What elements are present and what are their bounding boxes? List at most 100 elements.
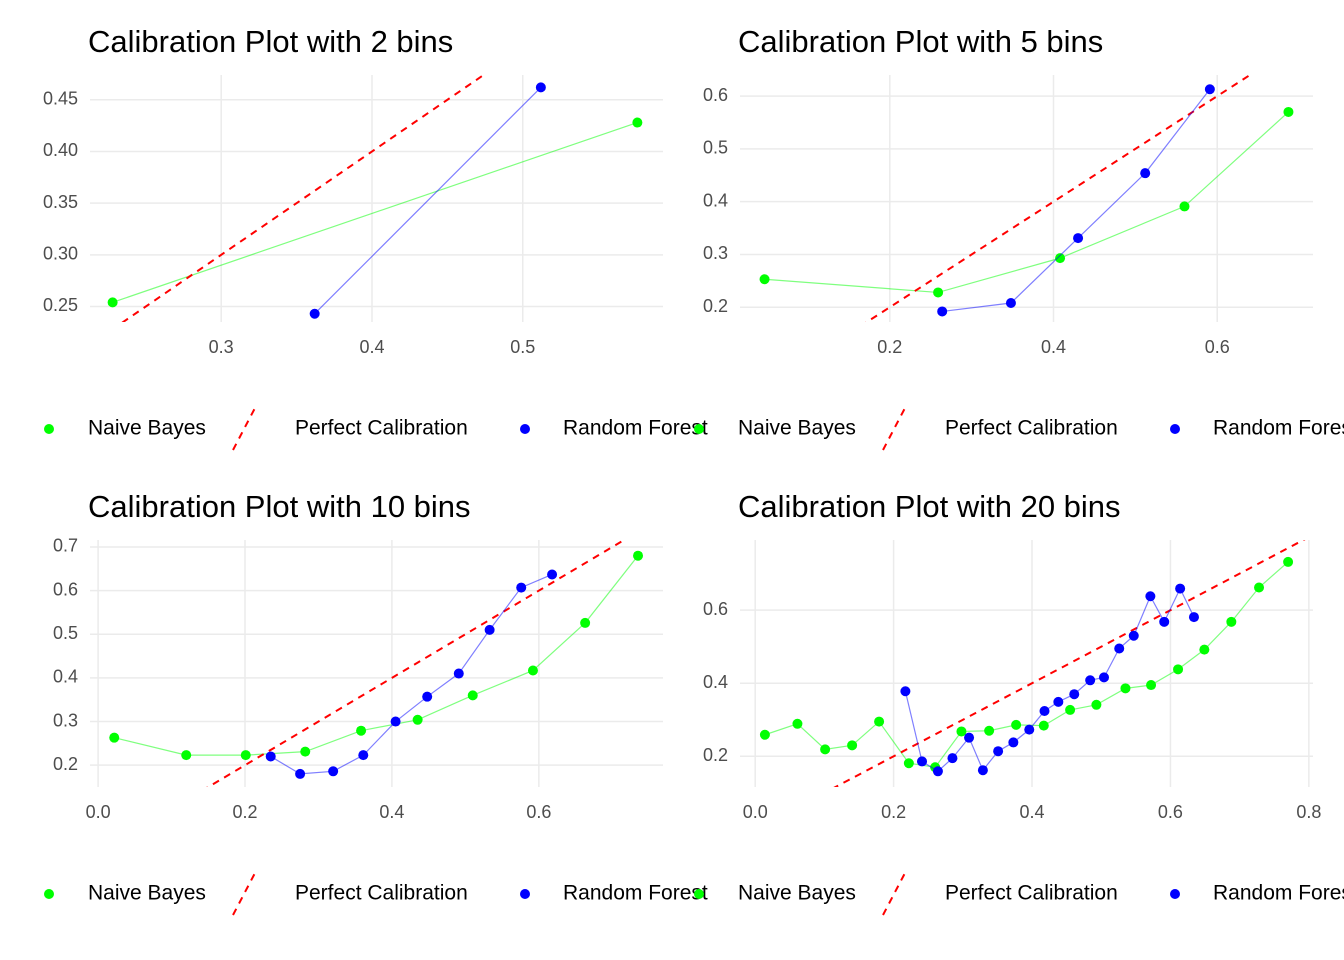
y-tick-label: 0.30 xyxy=(43,244,78,264)
data-point xyxy=(932,766,943,777)
y-tick-label: 0.4 xyxy=(53,667,78,687)
legend-label: Naive Bayes xyxy=(88,882,206,905)
plot-area xyxy=(107,75,643,322)
data-point xyxy=(484,624,495,635)
data-point xyxy=(1065,704,1076,715)
legend-key xyxy=(44,424,54,434)
data-point xyxy=(847,740,858,751)
data-point xyxy=(1114,643,1125,654)
chart-title: Calibration Plot with 2 bins xyxy=(88,24,453,59)
y-tick-label: 0.7 xyxy=(53,536,78,556)
data-point xyxy=(900,686,911,697)
legend-label: Perfect Calibration xyxy=(945,882,1118,905)
data-point xyxy=(874,716,885,727)
data-point xyxy=(1039,706,1050,716)
y-tick-label: 0.5 xyxy=(53,623,78,643)
data-point xyxy=(1283,556,1294,567)
x-tick-label: 0.6 xyxy=(1158,802,1183,822)
data-point xyxy=(792,718,803,729)
legend-key xyxy=(520,889,530,899)
panel: Calibration Plot with 20 bins 0.2 0.4 0.6 0.… xyxy=(694,489,1344,916)
y-tick-label: 0.5 xyxy=(703,138,728,158)
x-tick-label: 0.4 xyxy=(359,337,384,357)
plot-area xyxy=(759,75,1294,322)
data-point xyxy=(300,746,311,757)
data-point xyxy=(412,714,423,725)
data-point xyxy=(580,617,591,628)
y-tick-label: 0.2 xyxy=(703,296,728,316)
data-point xyxy=(547,569,558,580)
y-tick-label: 0.6 xyxy=(53,579,78,599)
data-point xyxy=(759,729,770,740)
x-tick-label: 0.3 xyxy=(209,337,234,357)
data-point xyxy=(1140,168,1151,179)
data-point xyxy=(947,753,958,764)
x-tick-label: 0.2 xyxy=(877,337,902,357)
chart-title: Calibration Plot with 10 bins xyxy=(88,489,471,524)
data-point xyxy=(1179,201,1190,212)
legend-key xyxy=(694,424,704,434)
plot-area xyxy=(759,540,1306,787)
data-point xyxy=(1128,630,1139,641)
y-tick-label: 0.3 xyxy=(703,243,728,263)
data-point xyxy=(181,750,192,761)
legend-key xyxy=(694,889,704,899)
y-tick-label: 0.4 xyxy=(703,190,728,210)
data-point xyxy=(527,665,538,676)
data-point xyxy=(1175,583,1186,594)
data-point xyxy=(1204,84,1215,95)
legend-key xyxy=(882,872,906,916)
data-point xyxy=(917,756,928,767)
data-point xyxy=(1283,106,1294,117)
data-point xyxy=(984,725,995,736)
data-point xyxy=(535,82,546,93)
y-tick-label: 0.40 xyxy=(43,140,78,160)
legend-key xyxy=(882,407,906,451)
series-line xyxy=(112,121,638,303)
y-tick-label: 0.45 xyxy=(43,89,78,109)
legend-label: Perfect Calibration xyxy=(295,417,468,440)
data-point xyxy=(1008,737,1019,748)
data-point xyxy=(820,744,831,755)
legend-label: Perfect Calibration xyxy=(295,882,468,905)
y-tick-label: 0.35 xyxy=(43,192,78,212)
legend-label: Naive Bayes xyxy=(738,882,856,905)
y-tick-label: 0.6 xyxy=(703,85,728,105)
series-line xyxy=(114,555,639,756)
data-point xyxy=(453,668,464,679)
legend-label: Naive Bayes xyxy=(738,417,856,440)
x-tick-label: 0.0 xyxy=(86,802,111,822)
x-tick-label: 0.4 xyxy=(1020,802,1045,822)
data-point xyxy=(1073,233,1084,244)
panel: Calibration Plot with 2 bins 0.25 0.30 0.35… xyxy=(43,24,708,451)
data-point xyxy=(1173,664,1184,675)
data-point xyxy=(1226,616,1237,627)
data-point xyxy=(759,274,770,285)
data-point xyxy=(356,725,367,736)
data-point xyxy=(107,297,118,308)
reference-line xyxy=(833,540,1306,787)
legend-key xyxy=(232,872,256,916)
series-line xyxy=(904,587,1195,773)
legend-label: Random Forest xyxy=(563,417,708,440)
legend-key xyxy=(232,407,256,451)
y-tick-label: 0.2 xyxy=(703,745,728,765)
data-point xyxy=(1146,680,1157,691)
panel: Calibration Plot with 5 bins 0.2 0.3 0.4 0.5… xyxy=(694,24,1344,451)
data-point xyxy=(295,768,306,779)
y-tick-label: 0.25 xyxy=(43,295,78,315)
chart-title: Calibration Plot with 20 bins xyxy=(738,489,1121,524)
x-tick-label: 0.4 xyxy=(379,802,404,822)
x-tick-label: 0.6 xyxy=(1205,337,1230,357)
x-tick-label: 0.2 xyxy=(881,802,906,822)
legend-label: Random Forest xyxy=(563,882,708,905)
reference-line xyxy=(206,540,627,787)
y-tick-label: 0.3 xyxy=(53,710,78,730)
data-point xyxy=(1038,720,1049,731)
data-point xyxy=(358,750,369,761)
data-point xyxy=(328,766,339,777)
legend-key xyxy=(520,424,530,434)
data-point xyxy=(1099,672,1110,683)
